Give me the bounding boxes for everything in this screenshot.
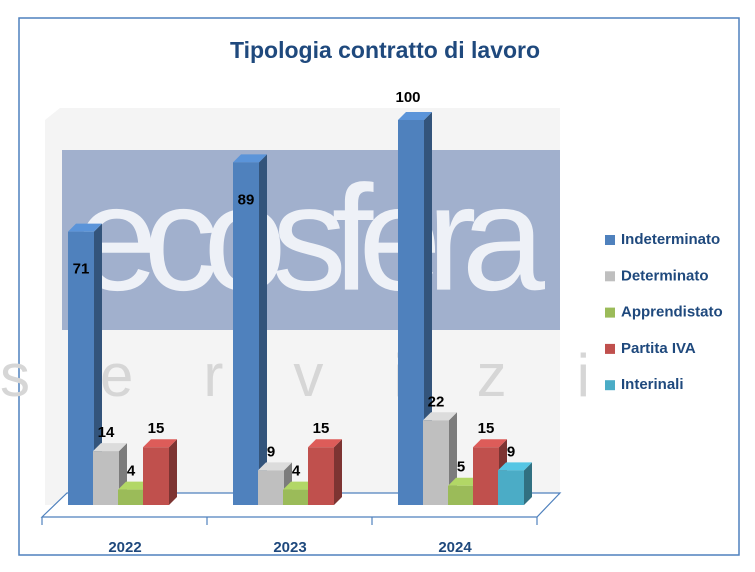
- data-label: 71: [73, 261, 90, 278]
- legend-label: Interinali: [621, 376, 684, 393]
- bar-front: [233, 162, 259, 505]
- bar: [233, 154, 267, 505]
- bar: [68, 223, 102, 505]
- bar-front: [143, 447, 169, 505]
- bar-side: [424, 112, 432, 505]
- legend-swatch: [605, 307, 615, 318]
- legend-swatch: [605, 380, 615, 391]
- bar: [143, 439, 177, 505]
- data-label: 4: [127, 463, 136, 480]
- bar-side: [169, 439, 177, 505]
- bar-front: [448, 485, 474, 505]
- bar-top: [233, 154, 267, 163]
- legend-label: Indeterminato: [621, 231, 720, 248]
- data-label: 15: [148, 420, 165, 437]
- bar-front: [118, 489, 144, 505]
- chart-frame: [18, 17, 740, 556]
- legend-label: Determinato: [621, 267, 709, 284]
- data-label: 14: [98, 424, 115, 441]
- x-tick-label: 2023: [273, 539, 306, 556]
- bar-side: [94, 223, 102, 505]
- data-label: 22: [428, 393, 445, 410]
- chart-title: Tipologia contratto di lavoro: [230, 37, 540, 63]
- data-label: 15: [313, 420, 330, 437]
- bar-side: [334, 439, 342, 505]
- bar-top: [93, 443, 127, 452]
- bar-side: [524, 462, 532, 505]
- data-label: 15: [478, 420, 495, 437]
- legend-swatch: [605, 271, 615, 282]
- bar: [498, 462, 532, 505]
- bar-top: [308, 439, 342, 448]
- legend-swatch: [605, 343, 615, 354]
- bar-top: [473, 439, 507, 448]
- bar-top: [68, 223, 102, 232]
- bar: [308, 439, 342, 505]
- bar: [398, 112, 432, 505]
- bar-front: [398, 120, 424, 505]
- bar-front: [93, 451, 119, 505]
- bar-front: [473, 447, 499, 505]
- data-label: 5: [457, 459, 465, 476]
- bar-top: [143, 439, 177, 448]
- data-label: 9: [267, 443, 275, 460]
- bar-front: [498, 470, 524, 505]
- bar-front: [283, 489, 309, 505]
- bar-front: [308, 447, 334, 505]
- x-tick-label: 2024: [438, 539, 472, 556]
- watermark-band: [62, 150, 560, 330]
- bar-top: [258, 462, 292, 471]
- legend-label: Apprendistato: [621, 304, 723, 321]
- bar-top: [423, 412, 457, 421]
- bar-top: [498, 462, 532, 471]
- bar-side: [259, 154, 267, 505]
- data-label: 9: [507, 443, 515, 460]
- data-label: 4: [292, 463, 301, 480]
- x-tick-label: 2022: [108, 539, 141, 556]
- watermark-logo: ecosfera: [75, 154, 546, 322]
- bar-front: [423, 420, 449, 505]
- data-label: 100: [395, 89, 420, 106]
- bar-front: [68, 231, 94, 505]
- legend-label: Partita IVA: [621, 340, 696, 357]
- data-label: 89: [238, 191, 255, 208]
- bar-top: [398, 112, 432, 120]
- legend-swatch: [605, 235, 615, 245]
- bar-front: [258, 470, 284, 505]
